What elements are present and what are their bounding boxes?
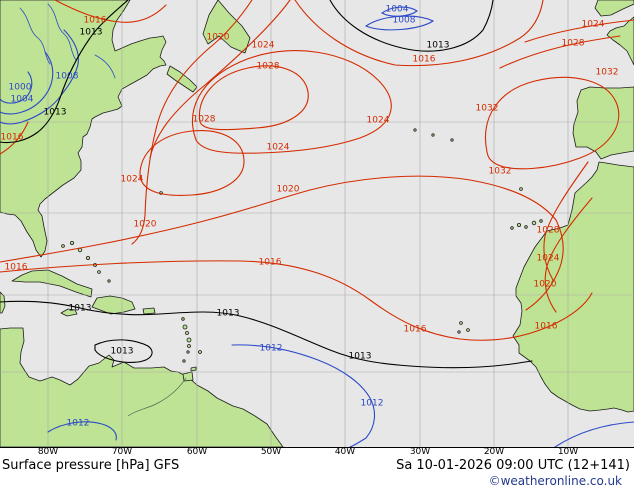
pressure-map: 1016 1020 1024 1028 1028 1024 1024 1016 1024 1028… xyxy=(0,0,634,448)
lon-label-50W: 50W xyxy=(260,447,282,457)
tobago xyxy=(190,366,197,372)
isobar-blue-layer xyxy=(0,3,634,447)
newfoundland xyxy=(202,0,251,54)
grid-layer xyxy=(0,0,634,447)
lon-label-60W: 60W xyxy=(186,447,208,457)
england xyxy=(594,0,634,17)
bahamas xyxy=(61,240,111,283)
lon-label-30W: 30W xyxy=(409,447,431,457)
lesser-antilles xyxy=(181,317,202,363)
hispaniola xyxy=(91,295,136,315)
orinoco-river xyxy=(127,377,187,417)
land-layer xyxy=(0,0,634,447)
longitude-axis: 80W 70W 60W 50W 40W 30W 20W 10W xyxy=(0,448,634,458)
south-america xyxy=(0,327,284,447)
lon-label-10W: 10W xyxy=(557,447,579,457)
valid-time-label: Sa 10-01-2026 09:00 UTC (12+141) xyxy=(396,458,630,473)
product-label: Surface pressure [hPa] GFS xyxy=(2,458,180,473)
isobar-black-layer xyxy=(0,0,533,369)
isobar-red-layer xyxy=(0,0,634,341)
lon-label-70W: 70W xyxy=(111,447,133,457)
cuba xyxy=(11,269,93,298)
atlantic-islands xyxy=(413,128,543,334)
footer: Surface pressure [hPa] GFS Sa 10-01-2026… xyxy=(0,458,634,474)
lon-label-20W: 20W xyxy=(483,447,505,457)
iberia xyxy=(572,86,634,160)
map-canvas xyxy=(0,0,634,447)
lon-label-80W: 80W xyxy=(37,447,59,457)
yucatan xyxy=(0,291,6,314)
lon-label-40W: 40W xyxy=(334,447,356,457)
puerto-rico xyxy=(142,307,156,315)
copyright-label: ©weatheronline.co.uk xyxy=(488,474,622,488)
jamaica xyxy=(60,308,78,317)
africa xyxy=(512,161,634,413)
